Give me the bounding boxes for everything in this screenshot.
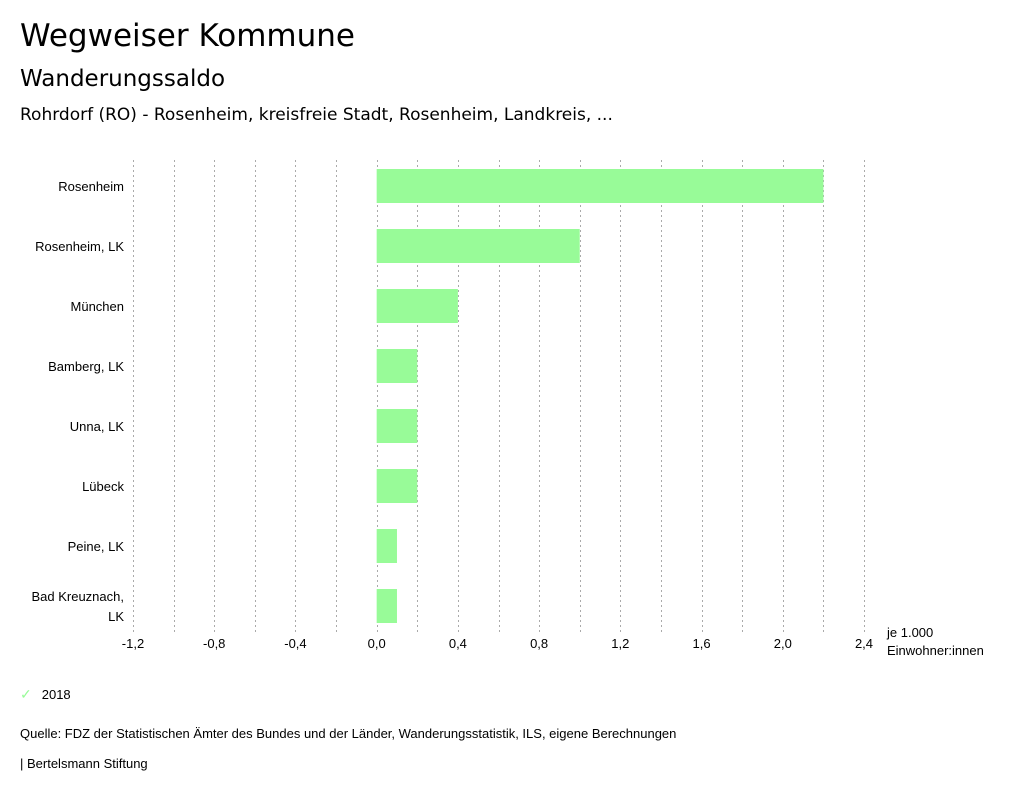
category-label: München bbox=[71, 299, 124, 314]
bar bbox=[376, 229, 580, 263]
x-tick-label: 0,0 bbox=[368, 636, 386, 651]
page-title: Wegweiser Kommune bbox=[20, 18, 355, 54]
category-label: Lübeck bbox=[82, 479, 124, 494]
bar-chart: -1,2 -0,8 -0,4 0,0 0,4 0,8 1,2 1,6 2,0 2,4 je 1.00… bbox=[31, 160, 984, 658]
x-tick-label: 0,8 bbox=[530, 636, 548, 651]
check-icon: ✓ bbox=[20, 686, 32, 702]
chart-subtitle: Wanderungssaldo bbox=[20, 66, 226, 92]
bar bbox=[376, 529, 397, 563]
x-tick-label: 1,2 bbox=[611, 636, 629, 651]
x-tick-label: 2,0 bbox=[774, 636, 792, 651]
x-tick-label: -0,8 bbox=[203, 636, 225, 651]
category-label: Rosenheim, LK bbox=[35, 239, 124, 254]
x-axis-label: Einwohner:innen bbox=[887, 643, 984, 658]
bar bbox=[376, 409, 418, 443]
x-axis-label: je 1.000 bbox=[886, 625, 933, 640]
legend[interactable]: ✓ 2018 bbox=[20, 686, 71, 703]
x-tick-label: 2,4 bbox=[855, 636, 873, 651]
x-tick-label: -1,2 bbox=[122, 636, 144, 651]
category-label: Unna, LK bbox=[70, 419, 125, 434]
category-label: Bamberg, LK bbox=[48, 359, 124, 374]
x-tick-label: 1,6 bbox=[693, 636, 711, 651]
source-note: Quelle: FDZ der Statistischen Ämter des … bbox=[20, 726, 677, 741]
legend-label: 2018 bbox=[41, 687, 71, 702]
bar bbox=[376, 469, 418, 503]
bar bbox=[376, 589, 397, 623]
category-label: Bad Kreuznach, bbox=[31, 589, 124, 604]
brand-label: | Bertelsmann Stiftung bbox=[20, 756, 148, 771]
bar bbox=[376, 289, 458, 323]
category-label: Rosenheim bbox=[58, 179, 124, 194]
region-label: Rohrdorf (RO) - Rosenheim, kreisfreie St… bbox=[20, 105, 613, 125]
bar bbox=[376, 349, 418, 383]
x-tick-label: 0,4 bbox=[449, 636, 467, 651]
category-label: Peine, LK bbox=[68, 539, 125, 554]
category-label: LK bbox=[108, 609, 124, 624]
bar bbox=[376, 169, 824, 203]
x-tick-label: -0,4 bbox=[284, 636, 306, 651]
